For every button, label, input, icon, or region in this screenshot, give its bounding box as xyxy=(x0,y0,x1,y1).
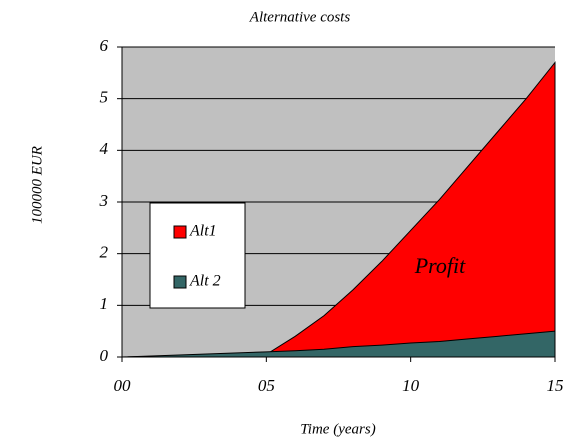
area xyxy=(121,330,556,358)
y-tick-label: 1 xyxy=(100,294,109,313)
x-tick-label: 00 xyxy=(114,376,132,395)
annotation: Profit xyxy=(414,253,466,278)
legend xyxy=(149,202,246,309)
y-tick-label: 2 xyxy=(100,243,109,262)
y-tick-label: 4 xyxy=(100,139,109,158)
y-tick-label: 0 xyxy=(100,346,109,365)
x-tick-label: 10 xyxy=(402,376,420,395)
x-tick-label: 15 xyxy=(547,376,564,395)
x-tick-label: 05 xyxy=(258,376,275,395)
y-tick-label: 5 xyxy=(100,88,109,107)
legend-label: Alt 2 xyxy=(189,273,221,290)
area xyxy=(121,61,556,358)
legend-swatch xyxy=(173,225,187,239)
legend-label: Alt1 xyxy=(189,223,217,240)
y-tick-label: 6 xyxy=(100,36,109,55)
chart-title: Alternative costs xyxy=(249,9,351,25)
x-axis-label: Time (years) xyxy=(300,421,375,437)
legend-swatch xyxy=(173,275,187,289)
y-axis-label: 100000 EUR xyxy=(29,146,45,224)
y-tick-label: 3 xyxy=(99,191,109,210)
